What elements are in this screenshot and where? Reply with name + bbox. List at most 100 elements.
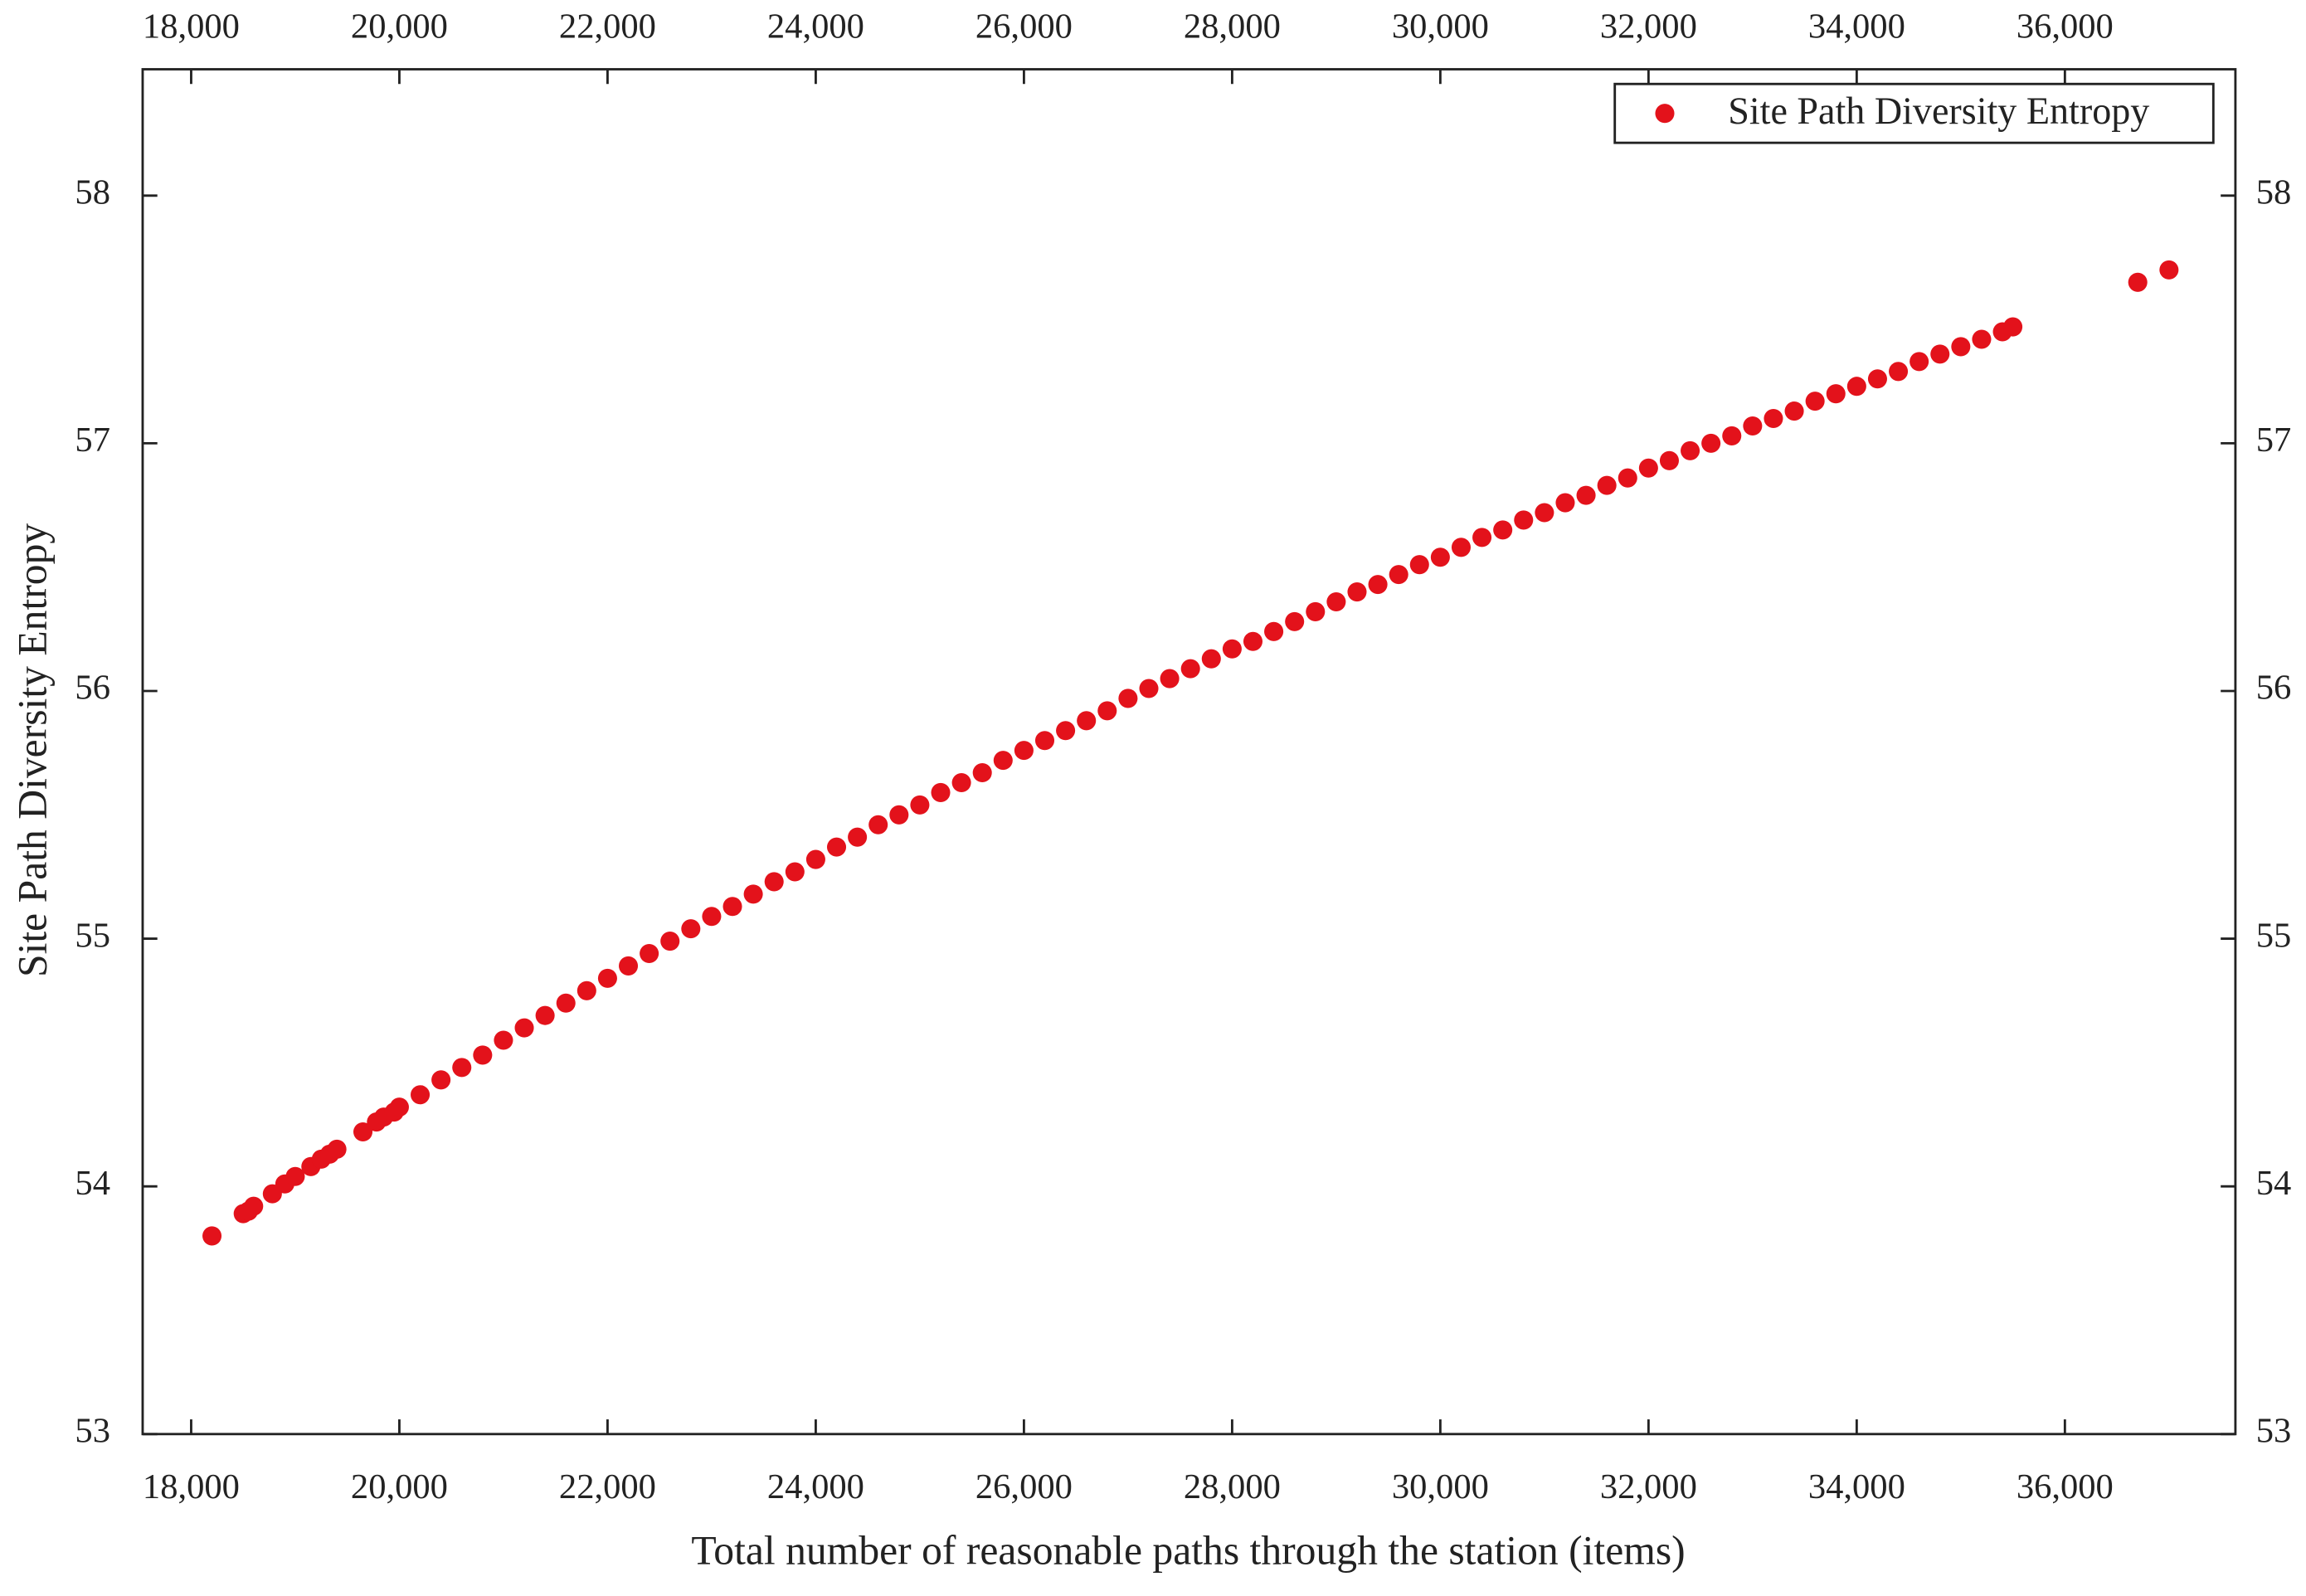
- y-tick-label-right: 53: [2256, 1412, 2292, 1451]
- data-point: [1326, 591, 1346, 612]
- y-tick-label: 57: [75, 421, 110, 460]
- data-point: [1826, 384, 1846, 404]
- data-point: [722, 897, 742, 917]
- y-tick-label-right: 54: [2256, 1164, 2292, 1203]
- x-tick-label: 26,000: [975, 1467, 1073, 1506]
- x-tick-label-top: 18,000: [143, 7, 240, 46]
- x-tick-label: 30,000: [1392, 1467, 1489, 1506]
- data-point: [1409, 555, 1429, 575]
- data-point: [285, 1166, 305, 1186]
- data-point: [1618, 468, 1637, 488]
- data-point: [1034, 731, 1055, 751]
- y-tick-label: 56: [75, 669, 110, 708]
- y-tick-label-right: 55: [2256, 916, 2292, 955]
- data-point: [1867, 369, 1887, 389]
- data-point: [389, 1097, 409, 1117]
- y-tick-label: 54: [75, 1164, 110, 1203]
- x-tick-label: 36,000: [2017, 1467, 2114, 1506]
- data-point: [514, 1018, 534, 1038]
- x-axis-label: Total number of reasonable paths through…: [691, 1528, 1685, 1574]
- data-point: [972, 763, 992, 783]
- data-point: [1243, 631, 1263, 651]
- data-point: [353, 1122, 373, 1142]
- data-point: [1389, 565, 1408, 585]
- data-point: [1972, 329, 1992, 349]
- y-tick-label: 53: [75, 1412, 110, 1451]
- data-point: [1535, 503, 1554, 523]
- data-point: [1097, 701, 1117, 721]
- x-tick-label: 32,000: [1600, 1467, 1697, 1506]
- data-point: [640, 943, 659, 964]
- data-point: [1472, 528, 1492, 547]
- data-point: [889, 805, 909, 825]
- data-point: [1514, 510, 1534, 530]
- data-point: [1451, 538, 1472, 557]
- data-point: [1743, 416, 1763, 436]
- data-point: [1784, 401, 1804, 421]
- data-point: [327, 1139, 347, 1159]
- data-point: [1764, 409, 1783, 429]
- data-point: [764, 872, 784, 892]
- x-tick-label-top: 36,000: [2017, 7, 2114, 46]
- x-tick-label-top: 24,000: [767, 7, 864, 46]
- data-point: [2128, 272, 2148, 292]
- y-tick-label-right: 57: [2256, 421, 2292, 460]
- legend-box: [1613, 82, 2215, 144]
- data-point: [202, 1226, 222, 1246]
- data-point: [1306, 601, 1326, 621]
- data-point: [868, 815, 888, 834]
- data-point: [1077, 711, 1097, 731]
- data-point: [743, 884, 763, 904]
- data-point: [1910, 352, 1929, 372]
- x-tick-label-top: 28,000: [1184, 7, 1281, 46]
- x-tick-label: 20,000: [351, 1467, 448, 1506]
- x-tick-label-top: 26,000: [975, 7, 1073, 46]
- data-point: [494, 1030, 513, 1050]
- data-point: [576, 980, 596, 1000]
- data-point: [785, 862, 805, 882]
- data-point: [1014, 741, 1034, 761]
- data-point: [702, 907, 722, 927]
- data-point: [597, 968, 617, 988]
- plot-frame: [141, 68, 2237, 1436]
- legend-marker: [1655, 104, 1675, 124]
- data-point: [1118, 689, 1138, 708]
- data-point: [473, 1045, 493, 1065]
- y-axis-label: Site Path Diversity Entropy: [10, 523, 56, 977]
- x-tick-label-top: 34,000: [1808, 7, 1905, 46]
- data-point: [826, 837, 847, 857]
- data-point: [411, 1085, 431, 1105]
- data-point: [1222, 639, 1242, 659]
- x-tick-label: 28,000: [1184, 1467, 1281, 1506]
- data-point: [1368, 575, 1388, 595]
- data-point: [805, 849, 825, 869]
- data-point: [1555, 493, 1575, 513]
- data-point: [1846, 377, 1866, 397]
- data-point: [1681, 440, 1700, 460]
- data-point: [1659, 450, 1679, 470]
- y-tick-label-right: 56: [2256, 669, 2292, 708]
- data-point: [1160, 669, 1180, 689]
- data-point: [2003, 317, 2023, 337]
- data-point: [660, 932, 680, 951]
- data-point: [619, 956, 639, 976]
- x-tick-label-top: 22,000: [559, 7, 656, 46]
- data-point: [1597, 475, 1617, 495]
- data-point: [1285, 611, 1305, 631]
- y-tick-label: 58: [75, 173, 110, 212]
- data-point: [535, 1005, 555, 1025]
- x-tick-label: 34,000: [1808, 1467, 1905, 1506]
- data-point: [1889, 362, 1909, 382]
- data-point: [1139, 679, 1159, 698]
- data-point: [951, 772, 971, 793]
- data-point: [1493, 520, 1513, 540]
- x-tick-label: 22,000: [559, 1467, 656, 1506]
- y-tick-label: 55: [75, 916, 110, 955]
- data-point: [556, 993, 576, 1013]
- data-point: [1576, 485, 1596, 505]
- data-point: [1951, 337, 1971, 357]
- x-tick-label: 18,000: [143, 1467, 240, 1506]
- data-point: [1430, 547, 1450, 567]
